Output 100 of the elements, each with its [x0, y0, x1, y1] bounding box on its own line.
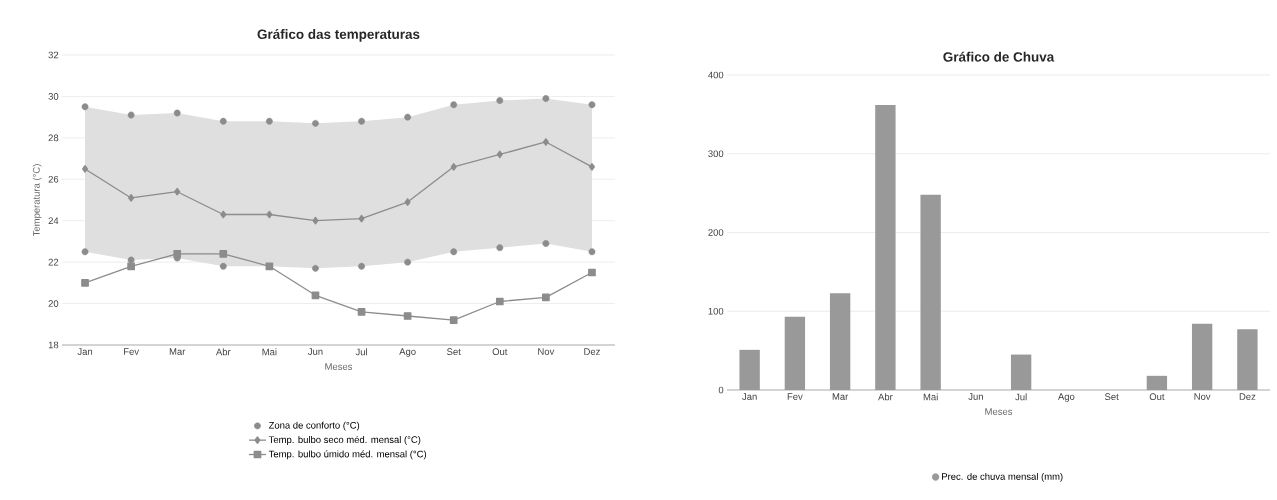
point [542, 138, 549, 146]
point [311, 291, 320, 300]
y-tick-label: 0 [718, 386, 724, 394]
point [265, 262, 274, 271]
point [358, 117, 365, 125]
x-tick-label: Mar [169, 348, 186, 355]
chart-title: Gráfico das temperaturas [257, 29, 420, 42]
x-tick-label: Fev [787, 393, 803, 400]
point [588, 268, 596, 277]
x-tick-label: Mar [832, 393, 849, 400]
y-tick-label: 100 [708, 307, 724, 315]
bar [1010, 354, 1032, 390]
point [588, 101, 596, 109]
point [312, 264, 319, 272]
point [449, 316, 458, 324]
x-tick-label: Mai [262, 348, 277, 356]
point [265, 117, 273, 125]
point [219, 117, 227, 125]
x-tick-label: Set [1104, 393, 1119, 401]
x-axis-title: Meses [325, 363, 353, 370]
point [81, 248, 89, 256]
y-axis-title: Temperatura (°C) [32, 164, 42, 237]
point [450, 101, 458, 109]
point [404, 198, 411, 206]
point [542, 293, 550, 302]
x-tick-label: Jun [307, 348, 323, 355]
point [266, 210, 273, 219]
y-tick-label: 24 [48, 217, 59, 225]
point [358, 262, 365, 270]
point [588, 248, 596, 256]
x-axis-title: Meses [985, 408, 1013, 415]
y-tick-label: 20 [48, 300, 59, 307]
point [496, 244, 504, 252]
legend-label: Temp. bulbo seco méd. mensal (°C) [268, 435, 421, 445]
point [173, 250, 182, 258]
x-tick-label: Jun [968, 393, 983, 400]
point [81, 103, 89, 111]
point [450, 248, 458, 256]
bar [1237, 329, 1258, 390]
legend-label: Prec. de chuva mensal (mm) [942, 472, 1063, 482]
point [81, 165, 89, 173]
x-tick-label: Out [492, 348, 508, 356]
bar [1191, 323, 1213, 390]
point [542, 95, 550, 102]
point [127, 256, 135, 264]
bar [784, 316, 806, 390]
y-tick-label: 300 [708, 150, 724, 158]
x-tick-label: Ago [399, 348, 416, 357]
point [496, 150, 503, 159]
legend-label: Temp. bulbo úmido méd. mensal (°C) [268, 450, 427, 460]
x-tick-label: Dez [584, 348, 600, 355]
point [219, 262, 227, 270]
x-tick-label: Out [1149, 393, 1165, 401]
point [357, 308, 366, 316]
bar [1146, 375, 1168, 390]
point [496, 97, 504, 104]
point [128, 194, 135, 202]
point [403, 312, 412, 320]
point [358, 214, 365, 223]
point [404, 113, 412, 121]
x-tick-label: Nov [538, 348, 555, 355]
point [127, 262, 135, 271]
x-tick-label: Jul [1015, 393, 1027, 401]
point [588, 163, 596, 171]
bar [875, 104, 896, 390]
bar [829, 293, 851, 390]
y-tick-label: 26 [48, 175, 59, 183]
x-tick-label: Set [447, 348, 461, 356]
x-tick-label: Abr [878, 393, 893, 401]
y-tick-label: 200 [708, 229, 724, 236]
bar [739, 349, 760, 390]
x-tick-label: Mai [923, 393, 938, 401]
point [312, 216, 319, 225]
chart-title: Gráfico de Chuva [943, 51, 1055, 62]
y-tick-label: 28 [48, 134, 59, 142]
point [219, 250, 228, 258]
point [220, 210, 227, 219]
point [173, 109, 181, 117]
point [404, 258, 412, 266]
point [174, 187, 181, 196]
y-tick-label: 22 [48, 258, 59, 266]
x-tick-label: Abr [215, 348, 231, 356]
y-tick-label: 32 [48, 51, 59, 59]
x-tick-label: Jan [77, 348, 93, 355]
point [81, 279, 89, 287]
bar [920, 194, 941, 390]
x-tick-label: Jul [355, 348, 367, 356]
point [127, 111, 135, 119]
point [542, 240, 550, 247]
point [495, 297, 504, 306]
x-tick-label: Fev [124, 348, 139, 355]
x-tick-label: Ago [1057, 393, 1075, 402]
point [312, 119, 319, 127]
y-tick-label: 400 [708, 71, 724, 79]
point [450, 163, 457, 171]
y-tick-label: 18 [48, 341, 59, 349]
legend-label: Zona de conforto (°C) [268, 421, 360, 431]
x-tick-label: Jan [742, 393, 757, 400]
x-tick-label: Dez [1239, 393, 1256, 400]
x-tick-label: Nov [1194, 393, 1211, 400]
